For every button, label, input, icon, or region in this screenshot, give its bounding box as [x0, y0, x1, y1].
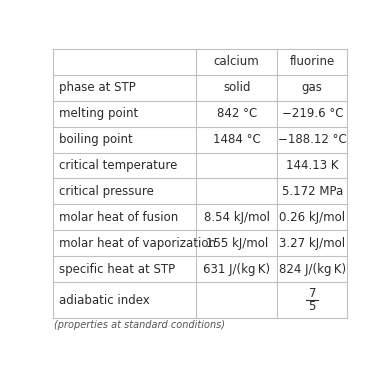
Text: critical pressure: critical pressure: [59, 185, 154, 198]
Text: 631 J/(kg K): 631 J/(kg K): [203, 262, 270, 276]
Text: critical temperature: critical temperature: [59, 159, 177, 172]
Text: −188.12 °C: −188.12 °C: [278, 133, 347, 146]
Text: 144.13 K: 144.13 K: [286, 159, 339, 172]
Text: 7: 7: [308, 287, 316, 300]
Text: 5.172 MPa: 5.172 MPa: [282, 185, 343, 198]
Text: molar heat of fusion: molar heat of fusion: [59, 211, 178, 224]
Text: solid: solid: [223, 81, 250, 94]
Text: molar heat of vaporization: molar heat of vaporization: [59, 237, 216, 250]
Text: fluorine: fluorine: [290, 55, 335, 68]
Text: 842 °C: 842 °C: [216, 107, 257, 120]
Text: 0.26 kJ/mol: 0.26 kJ/mol: [279, 211, 345, 224]
Text: (properties at standard conditions): (properties at standard conditions): [54, 320, 225, 330]
Text: 5: 5: [308, 300, 316, 313]
Text: 1484 °C: 1484 °C: [213, 133, 261, 146]
Text: phase at STP: phase at STP: [59, 81, 136, 94]
Text: calcium: calcium: [214, 55, 260, 68]
Text: melting point: melting point: [59, 107, 138, 120]
Text: 824 J/(kg K): 824 J/(kg K): [279, 262, 346, 276]
Text: specific heat at STP: specific heat at STP: [59, 262, 175, 276]
Text: boiling point: boiling point: [59, 133, 133, 146]
Text: 155 kJ/mol: 155 kJ/mol: [206, 237, 268, 250]
Text: 3.27 kJ/mol: 3.27 kJ/mol: [279, 237, 345, 250]
Text: −219.6 °C: −219.6 °C: [282, 107, 343, 120]
Text: adiabatic index: adiabatic index: [59, 294, 150, 307]
Text: 8.54 kJ/mol: 8.54 kJ/mol: [204, 211, 270, 224]
Text: gas: gas: [302, 81, 323, 94]
